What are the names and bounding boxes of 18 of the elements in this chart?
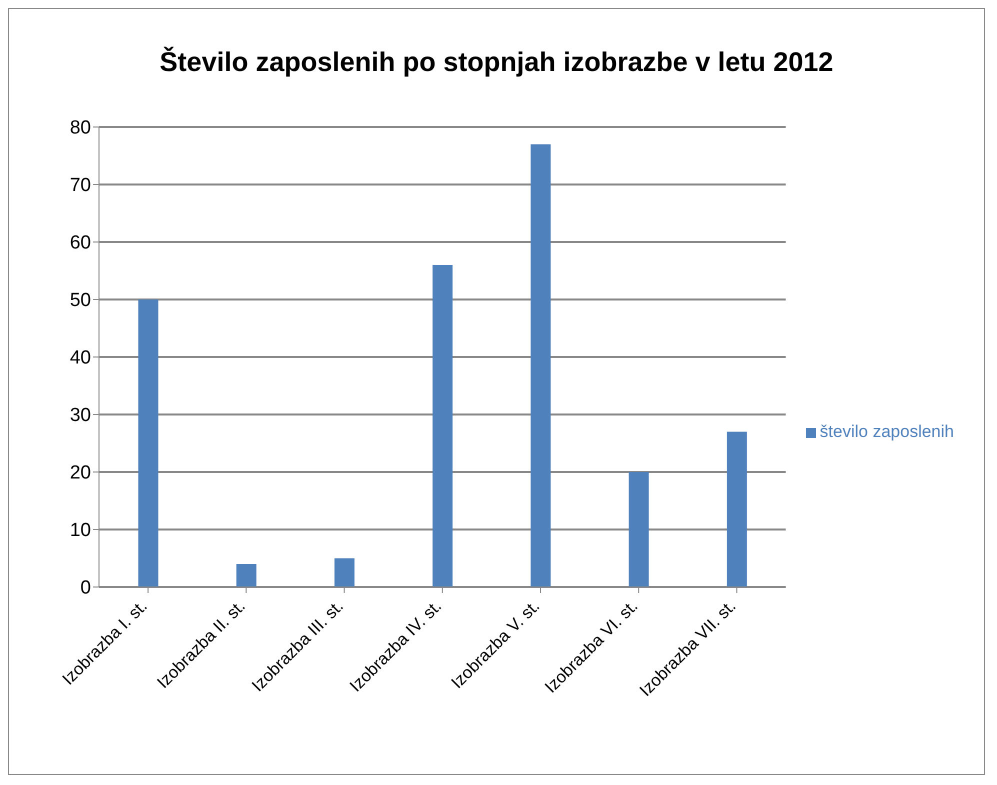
bar — [432, 265, 453, 587]
y-tick-label: 0 — [80, 578, 91, 599]
bar — [236, 564, 256, 587]
y-tick-label: 30 — [70, 405, 91, 426]
bar — [530, 144, 551, 587]
bar — [628, 472, 649, 587]
chart-title: Število zaposlenih po stopnjah izobrazbe v letu 2012 — [158, 46, 834, 79]
y-tick-label: 80 — [70, 118, 91, 139]
y-tick-label: 70 — [70, 175, 91, 196]
y-tick-label: 40 — [70, 348, 91, 369]
bar — [334, 558, 354, 587]
bar — [726, 432, 747, 587]
legend-label: število zaposlenih — [820, 422, 954, 441]
y-tick-label: 50 — [70, 290, 91, 312]
bar — [138, 300, 158, 587]
y-tick-label: 10 — [70, 520, 91, 542]
y-tick-label: 20 — [70, 462, 91, 484]
y-tick-label: 60 — [70, 232, 91, 254]
